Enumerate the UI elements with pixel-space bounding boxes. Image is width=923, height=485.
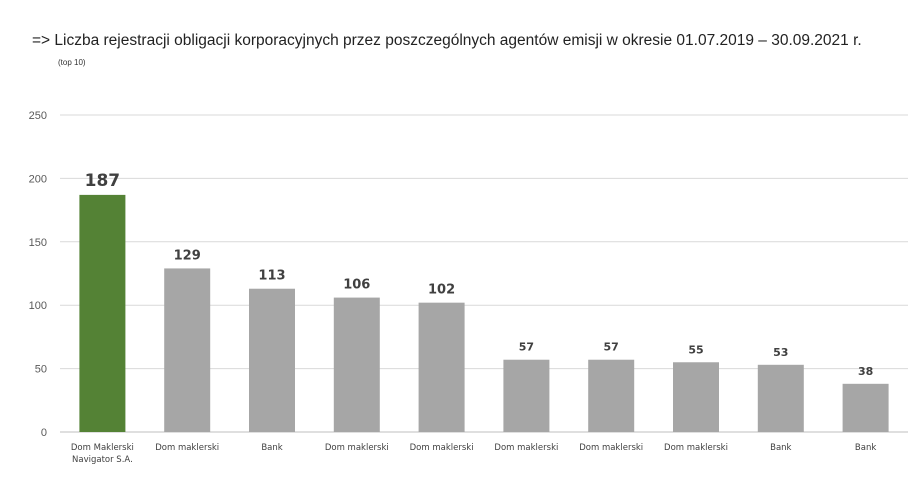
bar bbox=[842, 383, 889, 432]
x-tick-label: Dom maklerski bbox=[325, 443, 389, 453]
bar bbox=[418, 302, 465, 432]
y-tick-label: 0 bbox=[41, 427, 47, 439]
data-label: 57 bbox=[519, 341, 534, 354]
y-tick-label: 150 bbox=[29, 237, 47, 249]
y-tick-label: 250 bbox=[29, 110, 47, 122]
bar bbox=[164, 268, 211, 432]
bar bbox=[757, 364, 804, 432]
data-label: 106 bbox=[343, 278, 370, 293]
bar bbox=[333, 297, 380, 432]
y-tick-label: 100 bbox=[29, 300, 47, 312]
chart-subtitle: (top 10) bbox=[58, 58, 86, 67]
x-tick-label: Dom maklerski bbox=[494, 443, 558, 453]
x-tick-label: Bank bbox=[770, 443, 791, 453]
x-tick-label: Dom maklerski bbox=[155, 443, 219, 453]
x-tick-label: Navigator S.A. bbox=[72, 455, 133, 465]
x-tick-label: Dom maklerski bbox=[579, 443, 643, 453]
data-label: 102 bbox=[428, 283, 455, 298]
data-label: 187 bbox=[85, 171, 121, 191]
bar bbox=[503, 359, 550, 432]
x-tick-label: Bank bbox=[261, 443, 282, 453]
y-tick-label: 50 bbox=[35, 364, 47, 376]
data-label: 55 bbox=[688, 343, 703, 356]
bar bbox=[249, 288, 295, 432]
bar bbox=[588, 359, 635, 432]
data-label: 38 bbox=[858, 365, 873, 378]
data-label: 57 bbox=[604, 341, 619, 354]
x-tick-label: Dom Maklerski bbox=[71, 443, 134, 453]
data-label: 53 bbox=[773, 346, 788, 359]
data-label: 129 bbox=[174, 248, 201, 263]
x-tick-label: Dom maklerski bbox=[410, 443, 474, 453]
bar bbox=[673, 362, 719, 432]
x-tick-label: Bank bbox=[855, 443, 876, 453]
y-tick-label: 200 bbox=[29, 173, 47, 185]
bar bbox=[79, 194, 126, 432]
data-label: 113 bbox=[258, 269, 285, 284]
x-tick-label: Dom maklerski bbox=[664, 443, 728, 453]
chart-title: => Liczba rejestracji obligacji korporac… bbox=[32, 32, 862, 49]
